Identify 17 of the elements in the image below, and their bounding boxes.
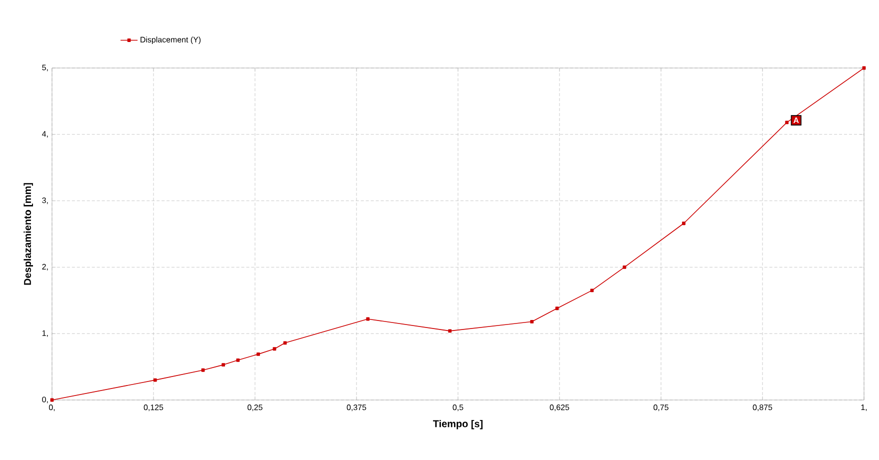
point	[622, 266, 626, 269]
point	[366, 317, 370, 321]
y-axis-title: Desplazamiento [mm]	[24, 183, 33, 285]
point	[272, 347, 276, 351]
x-axis-title: Tiempo [s]	[433, 420, 483, 430]
point	[555, 306, 559, 310]
point	[201, 368, 205, 372]
point	[530, 320, 534, 324]
point	[682, 222, 686, 226]
point	[283, 341, 287, 345]
point	[256, 352, 260, 356]
point	[590, 288, 594, 292]
point	[785, 120, 789, 124]
point	[448, 329, 452, 333]
point	[153, 378, 157, 382]
point	[236, 358, 240, 362]
point	[222, 363, 226, 367]
